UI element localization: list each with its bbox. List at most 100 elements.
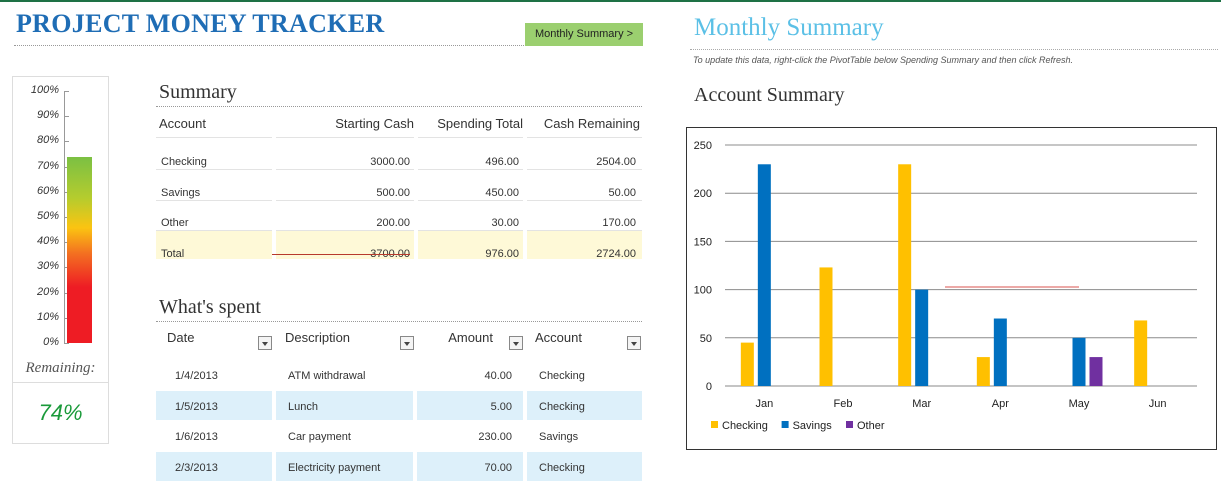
row-separator [276, 137, 414, 138]
row-separator [276, 199, 414, 201]
thermometer-tick-mark [64, 292, 69, 294]
thermometer-tick-label: 10% [36, 310, 59, 323]
summary-cell-spending-total: 30.00 [491, 217, 519, 229]
summary-cell-starting-cash: 500.00 [376, 186, 410, 199]
spent-cell-date: 1/4/2013 [175, 370, 218, 382]
row-separator [418, 137, 523, 138]
legend-label-savings: Savings [793, 420, 833, 432]
table-row-band [156, 451, 642, 481]
row-separator [418, 199, 523, 201]
row-separator [156, 137, 272, 138]
spent-cell-amount: 70.00 [484, 461, 512, 474]
band-gap [272, 390, 276, 420]
thermometer-tick-label: 30% [36, 260, 59, 273]
x-tick-label: Mar [912, 398, 931, 410]
row-separator [527, 137, 642, 138]
account-filter-dropdown[interactable] [627, 336, 641, 350]
legend-swatch-other [846, 421, 853, 428]
monthly-summary-title: Monthly Summary [694, 14, 884, 41]
red-underline-mark [272, 254, 410, 255]
summary-total-spending: 976.00 [485, 248, 519, 260]
row-separator [276, 169, 414, 170]
spent-cell-date: 2/3/2013 [175, 461, 218, 474]
spent-cell-account: Savings [539, 431, 579, 443]
spent-cell-description: Car payment [288, 431, 351, 443]
x-tick-label: Jun [1149, 398, 1167, 410]
thermometer-tick-label: 60% [36, 184, 59, 197]
legend-swatch-checking [711, 421, 718, 428]
remaining-label: Remaining: [25, 360, 96, 376]
row-separator [527, 230, 642, 231]
spent-cell-date: 1/6/2013 [175, 431, 218, 443]
row-separator [418, 230, 523, 231]
monthly-summary-divider [690, 49, 1218, 50]
thermometer-tick-mark [64, 116, 69, 118]
summary-cell-account: Other [161, 217, 189, 229]
thermometer-tick-mark [64, 343, 69, 344]
spent-cell-description: Lunch [288, 400, 318, 413]
remaining-thermometer: 100% 90% 80% 70% 60% 50% 40% 30% 20% 10% 0% Remain… [12, 76, 109, 444]
summary-divider [156, 106, 642, 107]
thermometer-fill-bar [67, 156, 92, 343]
row-separator [527, 169, 642, 170]
summary-cell-account: Checking [161, 156, 207, 168]
top-accent-line [0, 0, 1221, 2]
y-tick-label: 0 [706, 381, 712, 393]
y-tick-label: 250 [694, 140, 712, 152]
thermometer-tick-label: 20% [36, 285, 59, 298]
spent-col-description: Description [285, 330, 351, 345]
spent-cell-date: 1/5/2013 [175, 400, 218, 413]
row-separator [527, 199, 642, 201]
remaining-value: 74% [38, 400, 83, 425]
thermometer-tick-mark [64, 91, 69, 92]
spent-cell-account: Checking [539, 400, 585, 413]
row-separator [156, 199, 272, 201]
x-tick-label: Apr [992, 398, 1009, 410]
spent-cell-description: ATM withdrawal [288, 370, 366, 382]
x-tick-label: May [1069, 398, 1090, 410]
bar-checking-jun[interactable] [1134, 320, 1148, 386]
spent-cell-amount: 230.00 [478, 431, 512, 443]
summary-cell-cash-remaining: 2504.00 [596, 156, 636, 168]
band-gap [272, 230, 276, 259]
account-summary-chart[interactable]: 0 50 100 150 200 250 Jan Feb Mar Apr May Jun Checkin… [686, 127, 1217, 450]
row-separator [418, 169, 523, 170]
monthly-summary-button[interactable]: Monthly Summary > [525, 23, 643, 46]
y-tick-label: 200 [694, 188, 712, 200]
band-gap [414, 230, 418, 259]
row-separator [276, 230, 414, 231]
bar-checking-mar[interactable] [898, 164, 912, 386]
x-tick-label: Feb [834, 398, 853, 410]
thermometer-tick-label: 40% [36, 235, 59, 248]
summary-col-cash-remaining: Cash Remaining [543, 116, 640, 131]
refresh-note: To update this data, right-click the Piv… [693, 55, 1074, 65]
band-gap [523, 451, 527, 481]
legend-swatch-savings [781, 421, 789, 428]
bar-savings-may[interactable] [1072, 337, 1086, 386]
amount-filter-dropdown[interactable] [509, 336, 523, 350]
bar-checking-jan[interactable] [740, 342, 754, 386]
title-divider [14, 45, 642, 46]
bar-checking-feb[interactable] [819, 267, 833, 386]
bar-savings-mar[interactable] [915, 289, 929, 386]
date-filter-dropdown[interactable] [258, 336, 272, 350]
band-gap [272, 451, 276, 481]
summary-total-label: Total [161, 248, 185, 260]
bar-other-may[interactable] [1089, 357, 1103, 386]
bar-savings-jan[interactable] [757, 164, 771, 386]
summary-cell-starting-cash: 200.00 [376, 217, 410, 229]
bar-checking-apr[interactable] [976, 357, 990, 386]
description-filter-dropdown[interactable] [400, 336, 414, 350]
summary-total-remaining: 2724.00 [596, 248, 636, 260]
account-summary-title: Account Summary [694, 84, 845, 106]
summary-col-account: Account [159, 116, 206, 131]
summary-col-spending-total: Spending Total [437, 116, 523, 131]
bar-savings-apr[interactable] [993, 318, 1007, 386]
thermometer-tick-label: 0% [43, 336, 59, 348]
y-tick-label: 100 [694, 285, 712, 297]
whats-spent-divider [156, 321, 642, 322]
app-title: PROJECT MONEY TRACKER [16, 9, 385, 38]
band-gap [413, 451, 417, 481]
y-tick-label: 150 [694, 236, 712, 248]
spent-cell-description: Electricity payment [288, 461, 381, 474]
